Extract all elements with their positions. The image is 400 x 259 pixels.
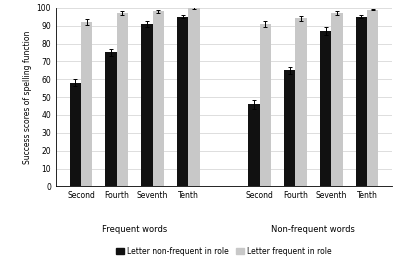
Legend: Letter non-frequent in role, Letter frequent in role: Letter non-frequent in role, Letter freq… [113,244,335,259]
Bar [188,8,200,186]
Bar [152,11,164,186]
Bar [248,104,260,186]
Bar [296,18,307,186]
Bar [81,22,92,186]
Text: Non-frequent words: Non-frequent words [272,225,355,234]
Bar [284,70,296,186]
Bar [367,10,378,186]
Text: Frequent words: Frequent words [102,225,167,234]
Bar [117,13,128,186]
Bar [70,83,81,186]
Bar [356,17,367,186]
Bar [260,24,271,186]
Bar [331,13,343,186]
Bar [105,52,117,186]
Y-axis label: Success scores of spelling function: Success scores of spelling function [24,31,32,164]
Bar [141,24,152,186]
Bar [177,17,188,186]
Bar [320,31,331,186]
